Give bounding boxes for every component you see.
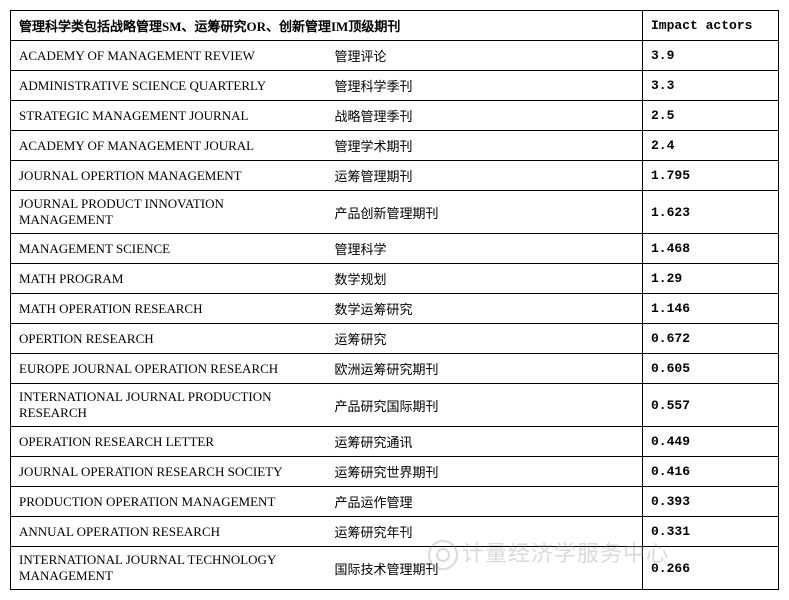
journal-name-cn: 欧洲运筹研究期刊: [327, 354, 643, 384]
table-body: ACADEMY OF MANAGEMENT REVIEW管理评论3.9ADMIN…: [11, 41, 779, 590]
table-row: ADMINISTRATIVE SCIENCE QUARTERLY管理科学季刊3.…: [11, 71, 779, 101]
table-row: ANNUAL OPERATION RESEARCH运筹研究年刊0.331: [11, 517, 779, 547]
journal-name-cn: 运筹研究: [327, 324, 643, 354]
journal-name-en: OPERATION RESEARCH LETTER: [11, 427, 327, 457]
table-row: INTERNATIONAL JOURNAL TECHNOLOGY MANAGEM…: [11, 547, 779, 590]
impact-factor: 1.795: [643, 161, 779, 191]
impact-factor: 0.331: [643, 517, 779, 547]
journal-name-en: ADMINISTRATIVE SCIENCE QUARTERLY: [11, 71, 327, 101]
journal-name-en: JOURNAL PRODUCT INNOVATION MANAGEMENT: [11, 191, 327, 234]
journal-name-cn: 运筹管理期刊: [327, 161, 643, 191]
impact-factor: 0.672: [643, 324, 779, 354]
table-row: PRODUCTION OPERATION MANAGEMENT产品运作管理0.3…: [11, 487, 779, 517]
journal-name-cn: 运筹研究年刊: [327, 517, 643, 547]
impact-factor: 1.468: [643, 234, 779, 264]
journal-name-en: JOURNAL OPERTION MANAGEMENT: [11, 161, 327, 191]
impact-factor: 0.393: [643, 487, 779, 517]
impact-factor: 3.9: [643, 41, 779, 71]
journal-name-cn: 运筹研究通讯: [327, 427, 643, 457]
journal-name-en: ACADEMY OF MANAGEMENT JOURAL: [11, 131, 327, 161]
impact-factor: 2.4: [643, 131, 779, 161]
journal-name-cn: 产品研究国际期刊: [327, 384, 643, 427]
journal-name-en: ANNUAL OPERATION RESEARCH: [11, 517, 327, 547]
journal-name-en: MATH PROGRAM: [11, 264, 327, 294]
table-row: OPERATION RESEARCH LETTER运筹研究通讯0.449: [11, 427, 779, 457]
table-row: ACADEMY OF MANAGEMENT REVIEW管理评论3.9: [11, 41, 779, 71]
impact-factor: 0.416: [643, 457, 779, 487]
journal-name-cn: 产品创新管理期刊: [327, 191, 643, 234]
journal-name-en: JOURNAL OPERATION RESEARCH SOCIETY: [11, 457, 327, 487]
table-row: JOURNAL PRODUCT INNOVATION MANAGEMENT产品创…: [11, 191, 779, 234]
table-title: 管理科学类包括战略管理SM、运筹研究OR、创新管理IM顶级期刊: [11, 11, 643, 41]
impact-factor: 1.146: [643, 294, 779, 324]
journal-name-cn: 运筹研究世界期刊: [327, 457, 643, 487]
impact-factor: 1.623: [643, 191, 779, 234]
table-row: INTERNATIONAL JOURNAL PRODUCTION RESEARC…: [11, 384, 779, 427]
table-row: EUROPE JOURNAL OPERATION RESEARCH欧洲运筹研究期…: [11, 354, 779, 384]
table-header-row: 管理科学类包括战略管理SM、运筹研究OR、创新管理IM顶级期刊 Impact a…: [11, 11, 779, 41]
journal-name-cn: 国际技术管理期刊: [327, 547, 643, 590]
impact-factor: 3.3: [643, 71, 779, 101]
impact-factor: 2.5: [643, 101, 779, 131]
impact-factor: 1.29: [643, 264, 779, 294]
journal-name-en: ACADEMY OF MANAGEMENT REVIEW: [11, 41, 327, 71]
journal-name-en: INTERNATIONAL JOURNAL PRODUCTION RESEARC…: [11, 384, 327, 427]
journal-name-en: MANAGEMENT SCIENCE: [11, 234, 327, 264]
table-row: JOURNAL OPERATION RESEARCH SOCIETY运筹研究世界…: [11, 457, 779, 487]
journal-name-cn: 产品运作管理: [327, 487, 643, 517]
journal-name-en: STRATEGIC MANAGEMENT JOURNAL: [11, 101, 327, 131]
journal-name-cn: 管理科学季刊: [327, 71, 643, 101]
impact-factor: 0.557: [643, 384, 779, 427]
table-row: OPERTION RESEARCH运筹研究0.672: [11, 324, 779, 354]
table-row: MATH OPERATION RESEARCH数学运筹研究1.146: [11, 294, 779, 324]
journal-name-cn: 管理评论: [327, 41, 643, 71]
journal-name-en: MATH OPERATION RESEARCH: [11, 294, 327, 324]
journal-name-cn: 数学规划: [327, 264, 643, 294]
impact-factor: 0.449: [643, 427, 779, 457]
impact-header: Impact actors: [643, 11, 779, 41]
table-row: JOURNAL OPERTION MANAGEMENT运筹管理期刊1.795: [11, 161, 779, 191]
journal-name-en: INTERNATIONAL JOURNAL TECHNOLOGY MANAGEM…: [11, 547, 327, 590]
table-row: STRATEGIC MANAGEMENT JOURNAL战略管理季刊2.5: [11, 101, 779, 131]
journal-table: 管理科学类包括战略管理SM、运筹研究OR、创新管理IM顶级期刊 Impact a…: [10, 10, 779, 590]
table-row: ACADEMY OF MANAGEMENT JOURAL管理学术期刊2.4: [11, 131, 779, 161]
journal-name-en: EUROPE JOURNAL OPERATION RESEARCH: [11, 354, 327, 384]
table-row: MATH PROGRAM数学规划1.29: [11, 264, 779, 294]
journal-name-en: PRODUCTION OPERATION MANAGEMENT: [11, 487, 327, 517]
journal-name-cn: 管理科学: [327, 234, 643, 264]
table-row: MANAGEMENT SCIENCE管理科学1.468: [11, 234, 779, 264]
journal-name-cn: 管理学术期刊: [327, 131, 643, 161]
journal-name-en: OPERTION RESEARCH: [11, 324, 327, 354]
journal-name-cn: 战略管理季刊: [327, 101, 643, 131]
impact-factor: 0.266: [643, 547, 779, 590]
impact-factor: 0.605: [643, 354, 779, 384]
journal-name-cn: 数学运筹研究: [327, 294, 643, 324]
